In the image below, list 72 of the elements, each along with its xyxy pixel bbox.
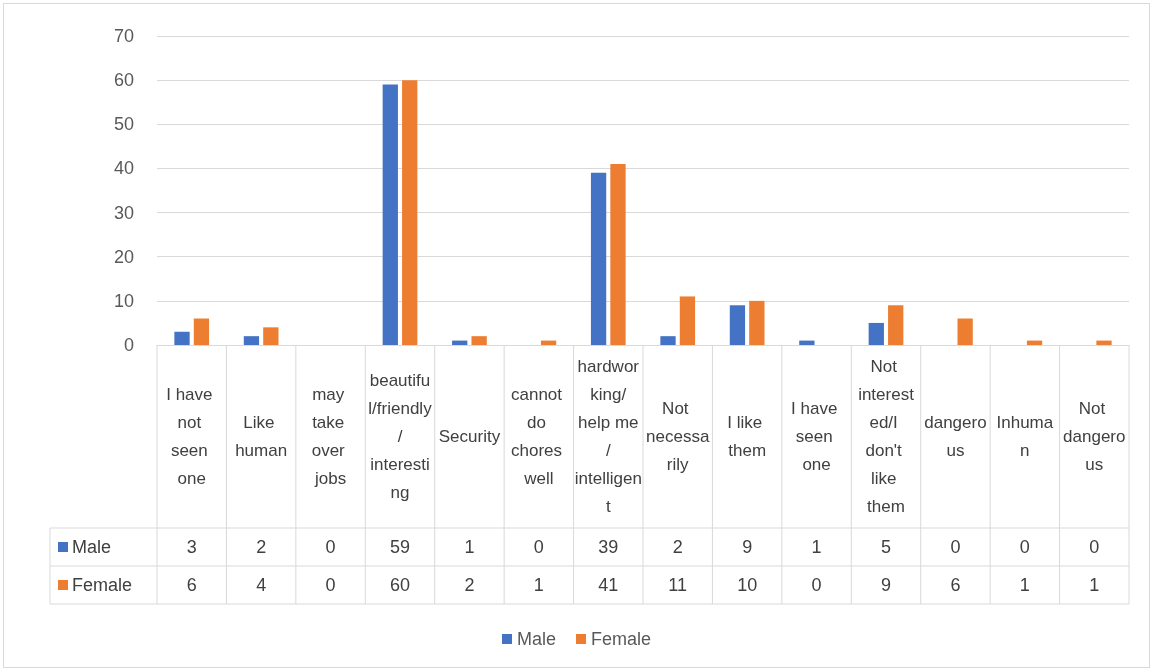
data-label: 60	[389, 575, 411, 595]
x-tick-label: dangerous	[924, 413, 987, 460]
text: Male	[516, 628, 556, 649]
bar	[660, 336, 676, 345]
data-label: 4	[256, 575, 267, 595]
legend-label: Male	[72, 537, 112, 557]
data-label: 1	[1089, 575, 1100, 595]
bar	[243, 336, 260, 345]
data-label: 0	[1019, 537, 1030, 557]
bar	[590, 172, 607, 345]
y-tick-label: 40	[113, 158, 134, 179]
x-tick-label: may take over jobs	[311, 385, 350, 488]
data-label: 6	[186, 575, 197, 595]
bar	[471, 336, 487, 345]
y-tick-label: 70	[113, 26, 134, 46]
bar	[749, 300, 765, 345]
bar	[1096, 340, 1112, 345]
x-tick-label: Like human	[235, 413, 288, 460]
y-tick-label: 10	[113, 290, 134, 311]
bar	[382, 84, 398, 345]
y-tick-label: 20	[113, 246, 134, 267]
data-label: 39	[598, 537, 619, 557]
x-tick-label: I have not seen one	[166, 385, 218, 488]
data-label: 5	[880, 537, 892, 557]
data-label: 2	[672, 537, 683, 557]
data-label: 11	[668, 575, 688, 595]
data-label: 1	[1019, 575, 1030, 595]
data-label: 0	[325, 575, 336, 595]
legend-label: Female	[72, 575, 133, 595]
y-tick-label: 50	[113, 114, 134, 135]
x-tick-label: I have seen one	[791, 399, 843, 474]
data-label: 9	[742, 537, 753, 557]
x-tick-label: I like them	[727, 413, 767, 460]
text: Female	[590, 628, 652, 649]
data-label: 1	[464, 537, 475, 557]
x-tick-label: Not interested/I don't like them	[858, 357, 915, 516]
data-label: 0	[950, 537, 961, 557]
bar	[402, 80, 418, 345]
x-tick-label: cannot do chores well	[510, 385, 567, 488]
data-label: 0	[811, 575, 822, 595]
x-tick-label: hardworking/help me/intelligent	[574, 357, 642, 516]
data-label: 1	[811, 537, 822, 557]
bar	[868, 322, 884, 345]
data-label: 2	[464, 575, 475, 595]
data-label: 0	[533, 537, 544, 557]
data-label: 59	[389, 537, 411, 557]
bar	[174, 331, 190, 345]
x-tick-label: Not dangerous	[1063, 399, 1126, 474]
bar	[888, 305, 904, 345]
bar	[679, 296, 696, 345]
data-label: 3	[186, 537, 197, 557]
data-label: 9	[880, 575, 892, 595]
bar	[957, 318, 973, 345]
bar	[610, 164, 626, 345]
x-tick-label: beautiful/friendly/interesting	[368, 371, 433, 502]
data-label: 6	[950, 575, 961, 595]
x-tick-label: Security	[438, 427, 501, 446]
data-label: 10	[737, 575, 758, 595]
data-label: 41	[598, 575, 619, 595]
y-tick-label: 30	[113, 202, 134, 223]
bar	[729, 305, 746, 345]
x-tick-label: Not necessarily	[646, 399, 710, 474]
bar	[193, 318, 210, 345]
bar	[263, 327, 279, 345]
y-tick-label: 0	[123, 335, 134, 355]
data-label: 2	[256, 537, 267, 557]
y-tick-label: 60	[113, 70, 134, 91]
bar	[799, 340, 815, 345]
data-label: 0	[325, 537, 336, 557]
x-tick-label: Inhuman	[996, 413, 1054, 460]
data-label: 0	[1089, 537, 1100, 557]
data-label: 1	[533, 575, 544, 595]
